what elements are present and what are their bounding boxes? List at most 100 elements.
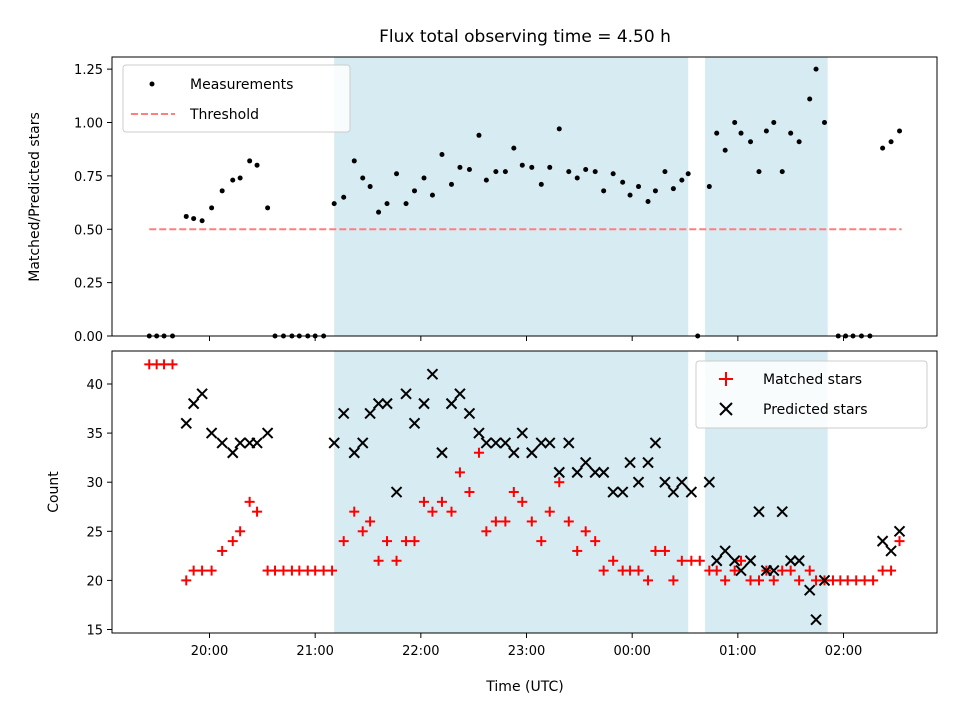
measurement-point	[367, 184, 373, 190]
predicted-star-point	[632, 476, 645, 488]
matched-star-point	[188, 565, 199, 576]
matched-star-point	[327, 565, 338, 576]
predicted-star-point	[571, 466, 583, 479]
top-shaded-interval-1	[705, 57, 828, 336]
matched-star-point	[427, 506, 438, 517]
predicted-star-point	[579, 456, 592, 469]
matched-star-point	[580, 526, 591, 537]
matched-star-point	[650, 545, 661, 556]
matched-star-point	[244, 496, 255, 507]
bottom-panel-frame	[111, 350, 938, 634]
predicted-star-point	[348, 447, 360, 459]
matched-star-point	[436, 496, 447, 507]
measurement-point	[247, 158, 253, 164]
measurement-point	[583, 166, 589, 172]
matched-star-point	[842, 575, 853, 586]
matched-star-point	[859, 575, 870, 586]
predicted-star-point	[205, 427, 218, 439]
predicted-star-point	[328, 437, 340, 449]
legend-matched-label: Matched stars	[763, 372, 862, 388]
predicted-star-point	[426, 368, 439, 380]
predicted-star-point	[685, 486, 698, 498]
measurement-point	[732, 120, 738, 125]
matched-star-point	[270, 565, 281, 576]
bottom-y-tick-label: 40	[86, 378, 103, 393]
matched-star-point	[643, 575, 654, 586]
predicted-star-point	[776, 505, 788, 518]
top-y-tick-label: 0.75	[74, 170, 103, 185]
measurement-point	[421, 175, 427, 181]
matched-star-point	[206, 565, 217, 576]
predicted-star-point	[400, 388, 412, 400]
matched-star-point	[401, 536, 412, 547]
matched-star-point	[349, 506, 360, 517]
predicted-star-point	[793, 555, 805, 567]
matched-star-point	[373, 555, 384, 566]
predicted-star-point	[418, 397, 430, 410]
matched-star-point	[777, 565, 788, 576]
measurement-point	[610, 171, 616, 177]
bottom-y-tick-label: 15	[86, 624, 103, 639]
predicted-star-point	[744, 555, 757, 567]
measurement-point	[403, 201, 409, 207]
predicted-star-point	[381, 397, 393, 410]
measurement-point	[394, 171, 400, 177]
matched-star-point	[851, 575, 862, 586]
predicted-star-point	[876, 535, 889, 547]
predicted-star-point	[364, 407, 376, 420]
measurement-point	[722, 147, 728, 153]
predicted-star-point	[480, 437, 493, 449]
matched-star-point	[357, 526, 368, 537]
predicted-star-point	[753, 505, 765, 518]
predicted-star-point	[589, 466, 601, 479]
bottom-y-axis-label: Count	[46, 471, 62, 513]
predicted-star-point	[728, 555, 741, 567]
top-y-tick-label: 1.00	[74, 117, 103, 132]
predicted-star-point	[885, 545, 897, 557]
matched-star-point	[217, 545, 228, 556]
measurement-point	[652, 188, 658, 194]
matched-star-point	[318, 565, 329, 576]
measurement-point	[888, 139, 894, 145]
measurement-point	[183, 213, 189, 219]
matched-star-point	[633, 565, 644, 576]
measurement-point	[502, 169, 508, 175]
x-tick-label: 01:00	[719, 644, 756, 659]
measurement-point	[191, 216, 197, 222]
top-shaded-interval-0	[334, 57, 689, 336]
measurement-point	[351, 158, 357, 164]
measurement-point	[511, 145, 517, 151]
measurement-point	[547, 164, 553, 170]
predicted-star-point	[667, 486, 680, 498]
predicted-star-point	[516, 427, 528, 439]
predicted-star-point	[234, 437, 246, 449]
predicted-star-point	[818, 574, 831, 587]
matched-star-point	[886, 565, 897, 576]
matched-star-point	[181, 575, 192, 586]
legend-threshold-label: Threshold	[189, 107, 259, 123]
top-legend-box	[122, 64, 351, 133]
measurement-point	[360, 175, 366, 181]
measurement-point	[771, 120, 777, 125]
matched-star-point	[454, 467, 465, 478]
measurement-point	[670, 186, 676, 192]
matched-star-point	[668, 575, 679, 586]
predicted-star-point	[553, 466, 565, 479]
measurement-point	[341, 194, 347, 200]
predicted-star-point	[768, 564, 780, 577]
legend-measurements-marker	[149, 81, 155, 87]
predicted-star-point	[261, 427, 274, 439]
measurement-point	[574, 175, 580, 181]
measurement-point	[796, 139, 802, 145]
measurement-point	[714, 130, 720, 136]
predicted-star-point	[490, 437, 502, 449]
matched-star-point	[720, 575, 731, 586]
matched-star-point	[608, 555, 619, 566]
matched-star-point	[382, 536, 393, 547]
matched-star-point	[338, 536, 349, 547]
measurement-point	[237, 175, 243, 181]
legend-predicted-label: Predicted stars	[763, 402, 868, 418]
measurement-point	[209, 205, 215, 211]
top-y-tick-label: 0.00	[74, 330, 103, 345]
matched-star-point	[711, 565, 722, 576]
